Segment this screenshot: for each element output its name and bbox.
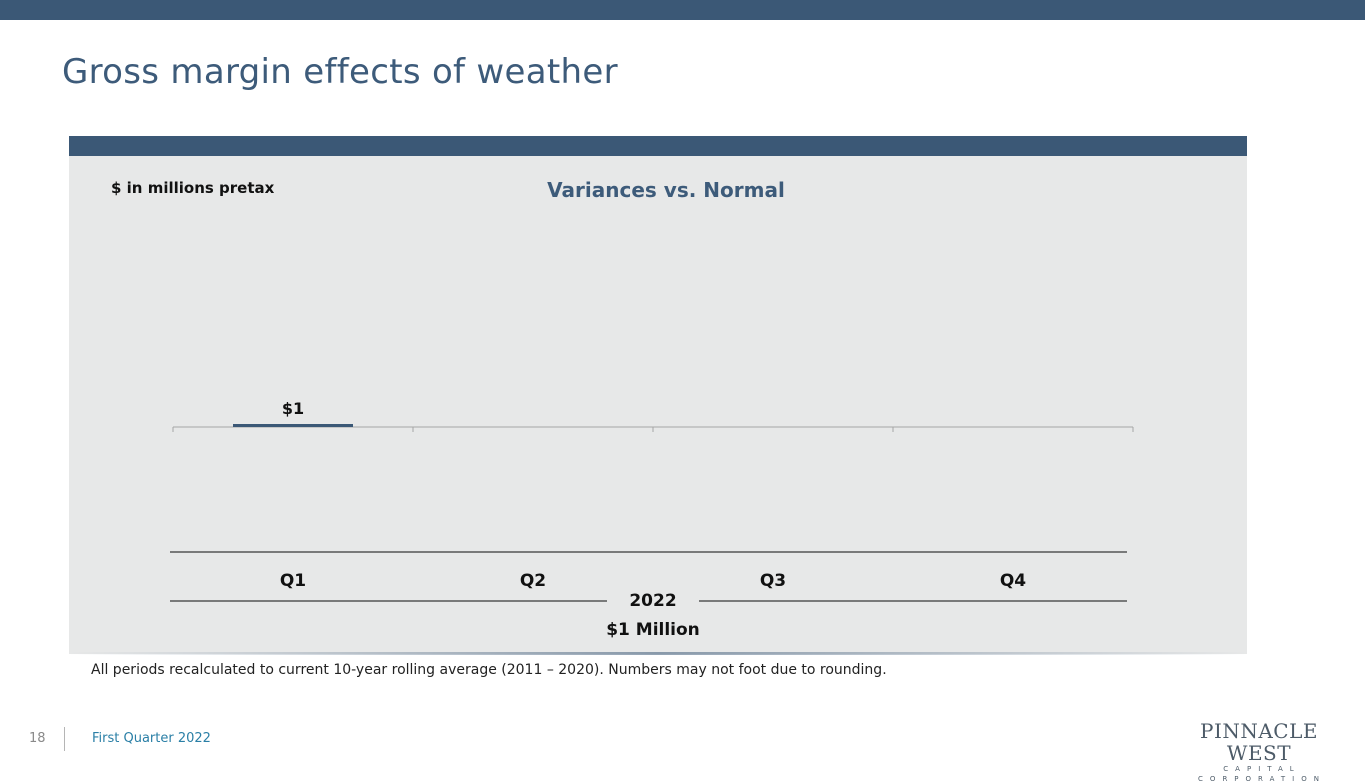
chart-panel-header (69, 136, 1247, 156)
category-label-q2: Q2 (520, 571, 546, 591)
year-label: 2022 (607, 591, 699, 611)
chart-title: Variances vs. Normal (547, 178, 785, 202)
chart-panel: $ in millions pretax Variances vs. Norma… (69, 136, 1247, 654)
footer-divider (64, 727, 65, 751)
panel-shadow (69, 652, 1247, 655)
page-number: 18 (29, 731, 46, 746)
data-label-q1: $1 (282, 399, 304, 418)
category-label-q4: Q4 (1000, 571, 1026, 591)
category-label-q3: Q3 (760, 571, 786, 591)
logo-tagline: CAPITAL CORPORATION (1198, 765, 1326, 783)
unit-label: $ in millions pretax (111, 179, 275, 197)
company-logo: PINNACLE WEST CAPITAL CORPORATION (1183, 720, 1335, 784)
total-label: $1 Million (606, 620, 700, 640)
page-title: Gross margin effects of weather (62, 52, 618, 92)
footnote: All periods recalculated to current 10-y… (91, 662, 887, 678)
logo-wordmark: PINNACLE WEST (1200, 719, 1318, 765)
bar-chart: $1 Q1 Q2 Q3 Q4 (170, 399, 1134, 602)
bar-q1 (233, 424, 353, 427)
footer-text: First Quarter 2022 (92, 731, 211, 746)
category-label-q1: Q1 (280, 571, 306, 591)
top-banner (0, 0, 1365, 20)
